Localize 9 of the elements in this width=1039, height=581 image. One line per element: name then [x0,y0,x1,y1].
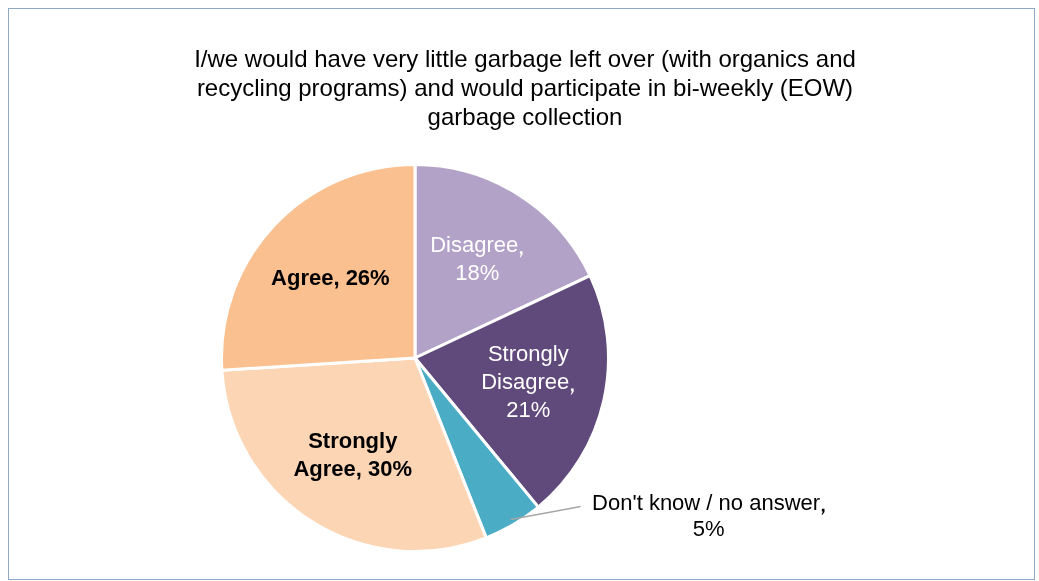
data-label: 21% [506,397,551,423]
data-label: 5% [692,515,725,541]
chart-title: I/we would have very little garbage left over (with organics and recycling programs) and would participate in bi-weekly (EOW) garbage collection [193,44,857,131]
slice-label: Strongly Agree, 30% [293,428,413,482]
slice-label: Agree, 26% [271,264,390,290]
data-label: 18% [455,260,500,286]
slice-label: Don't know / no answer [592,489,821,515]
slice-label: Disagree [430,232,519,258]
slice-label: Strongly Disagree [481,341,570,395]
